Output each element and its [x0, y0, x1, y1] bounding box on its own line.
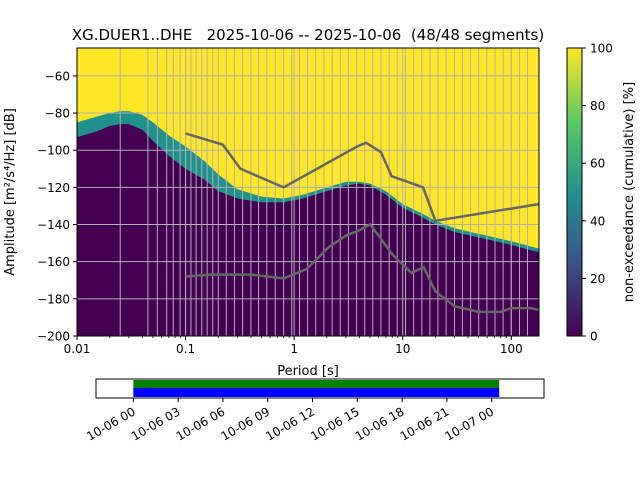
x-axis-ticks: 0.01 0.1 1 10 100	[64, 336, 523, 356]
y-axis-label: Amplitude [m²/s⁴/Hz] [dB]	[3, 108, 18, 276]
y-tick-label: −200	[37, 330, 70, 344]
new-high-noise-model-line	[185, 132, 539, 223]
y-tick-label: −160	[37, 255, 70, 269]
timeline-tick-label: 10-06 12	[263, 404, 317, 443]
x-tick-label: 1	[290, 342, 298, 356]
timeline-tick-label: 10-07 00	[443, 404, 497, 443]
timeline-segment-bar	[133, 388, 500, 397]
y-tick-label: −180	[37, 292, 70, 306]
y-tick-label: −140	[37, 218, 70, 232]
timeline-tick-label: 10-06 21	[398, 404, 452, 443]
colorbar-tick-label: 60	[590, 157, 605, 171]
y-tick-label: −100	[37, 144, 70, 158]
colorbar-tick-label: 0	[590, 330, 598, 344]
grid-lines	[77, 48, 539, 336]
colorbar-label: non-exceedance (cumulative) [%]	[622, 82, 637, 302]
y-axis-ticks: −200 −180 −160 −140 −120 −100 −80 −60	[37, 69, 77, 344]
colorbar-tick-label: 40	[590, 214, 605, 228]
y-tick-label: −120	[37, 181, 70, 195]
x-tick-label: 100	[500, 342, 523, 356]
timeline-tick-label: 10-06 00	[84, 404, 138, 443]
x-tick-label: 0.1	[176, 342, 195, 356]
y-tick-label: −60	[45, 69, 70, 83]
x-tick-label: 10	[395, 342, 410, 356]
timeline-tick-label: 10-06 09	[219, 404, 273, 443]
timeline-tick-label: 10-06 03	[129, 404, 183, 443]
colorbar-gradient	[566, 47, 583, 337]
psd-plot: 0.01 0.1 1 10 100 −200 −180 −160 −140 −120 −100 −8…	[3, 47, 540, 379]
chart-title: XG.DUER1..DHE 2025-10-06 -- 2025-10-06 (…	[72, 26, 544, 44]
timeline-data-bar	[133, 380, 500, 388]
plot-frame	[76, 47, 540, 337]
timeline-tick-label: 10-06 18	[353, 404, 407, 443]
timeline-tick-label: 10-06 15	[308, 404, 362, 443]
x-tick-label: 0.01	[64, 342, 91, 356]
timeline-tick-label: 10-06 06	[174, 404, 228, 443]
colorbar-tick-label: 100	[590, 42, 613, 56]
colorbar-tick-label: 20	[590, 272, 605, 286]
y-tick-label: −80	[45, 107, 70, 121]
colorbar-ticks: 0 20 40 60 80 100	[582, 42, 613, 344]
colorbar-tick-label: 80	[590, 99, 605, 113]
colorbar: 0 20 40 60 80 100 non-exceedance (cumulative)…	[566, 42, 637, 344]
new-low-noise-model-line	[185, 222, 539, 314]
x-axis-label: Period [s]	[277, 364, 339, 379]
